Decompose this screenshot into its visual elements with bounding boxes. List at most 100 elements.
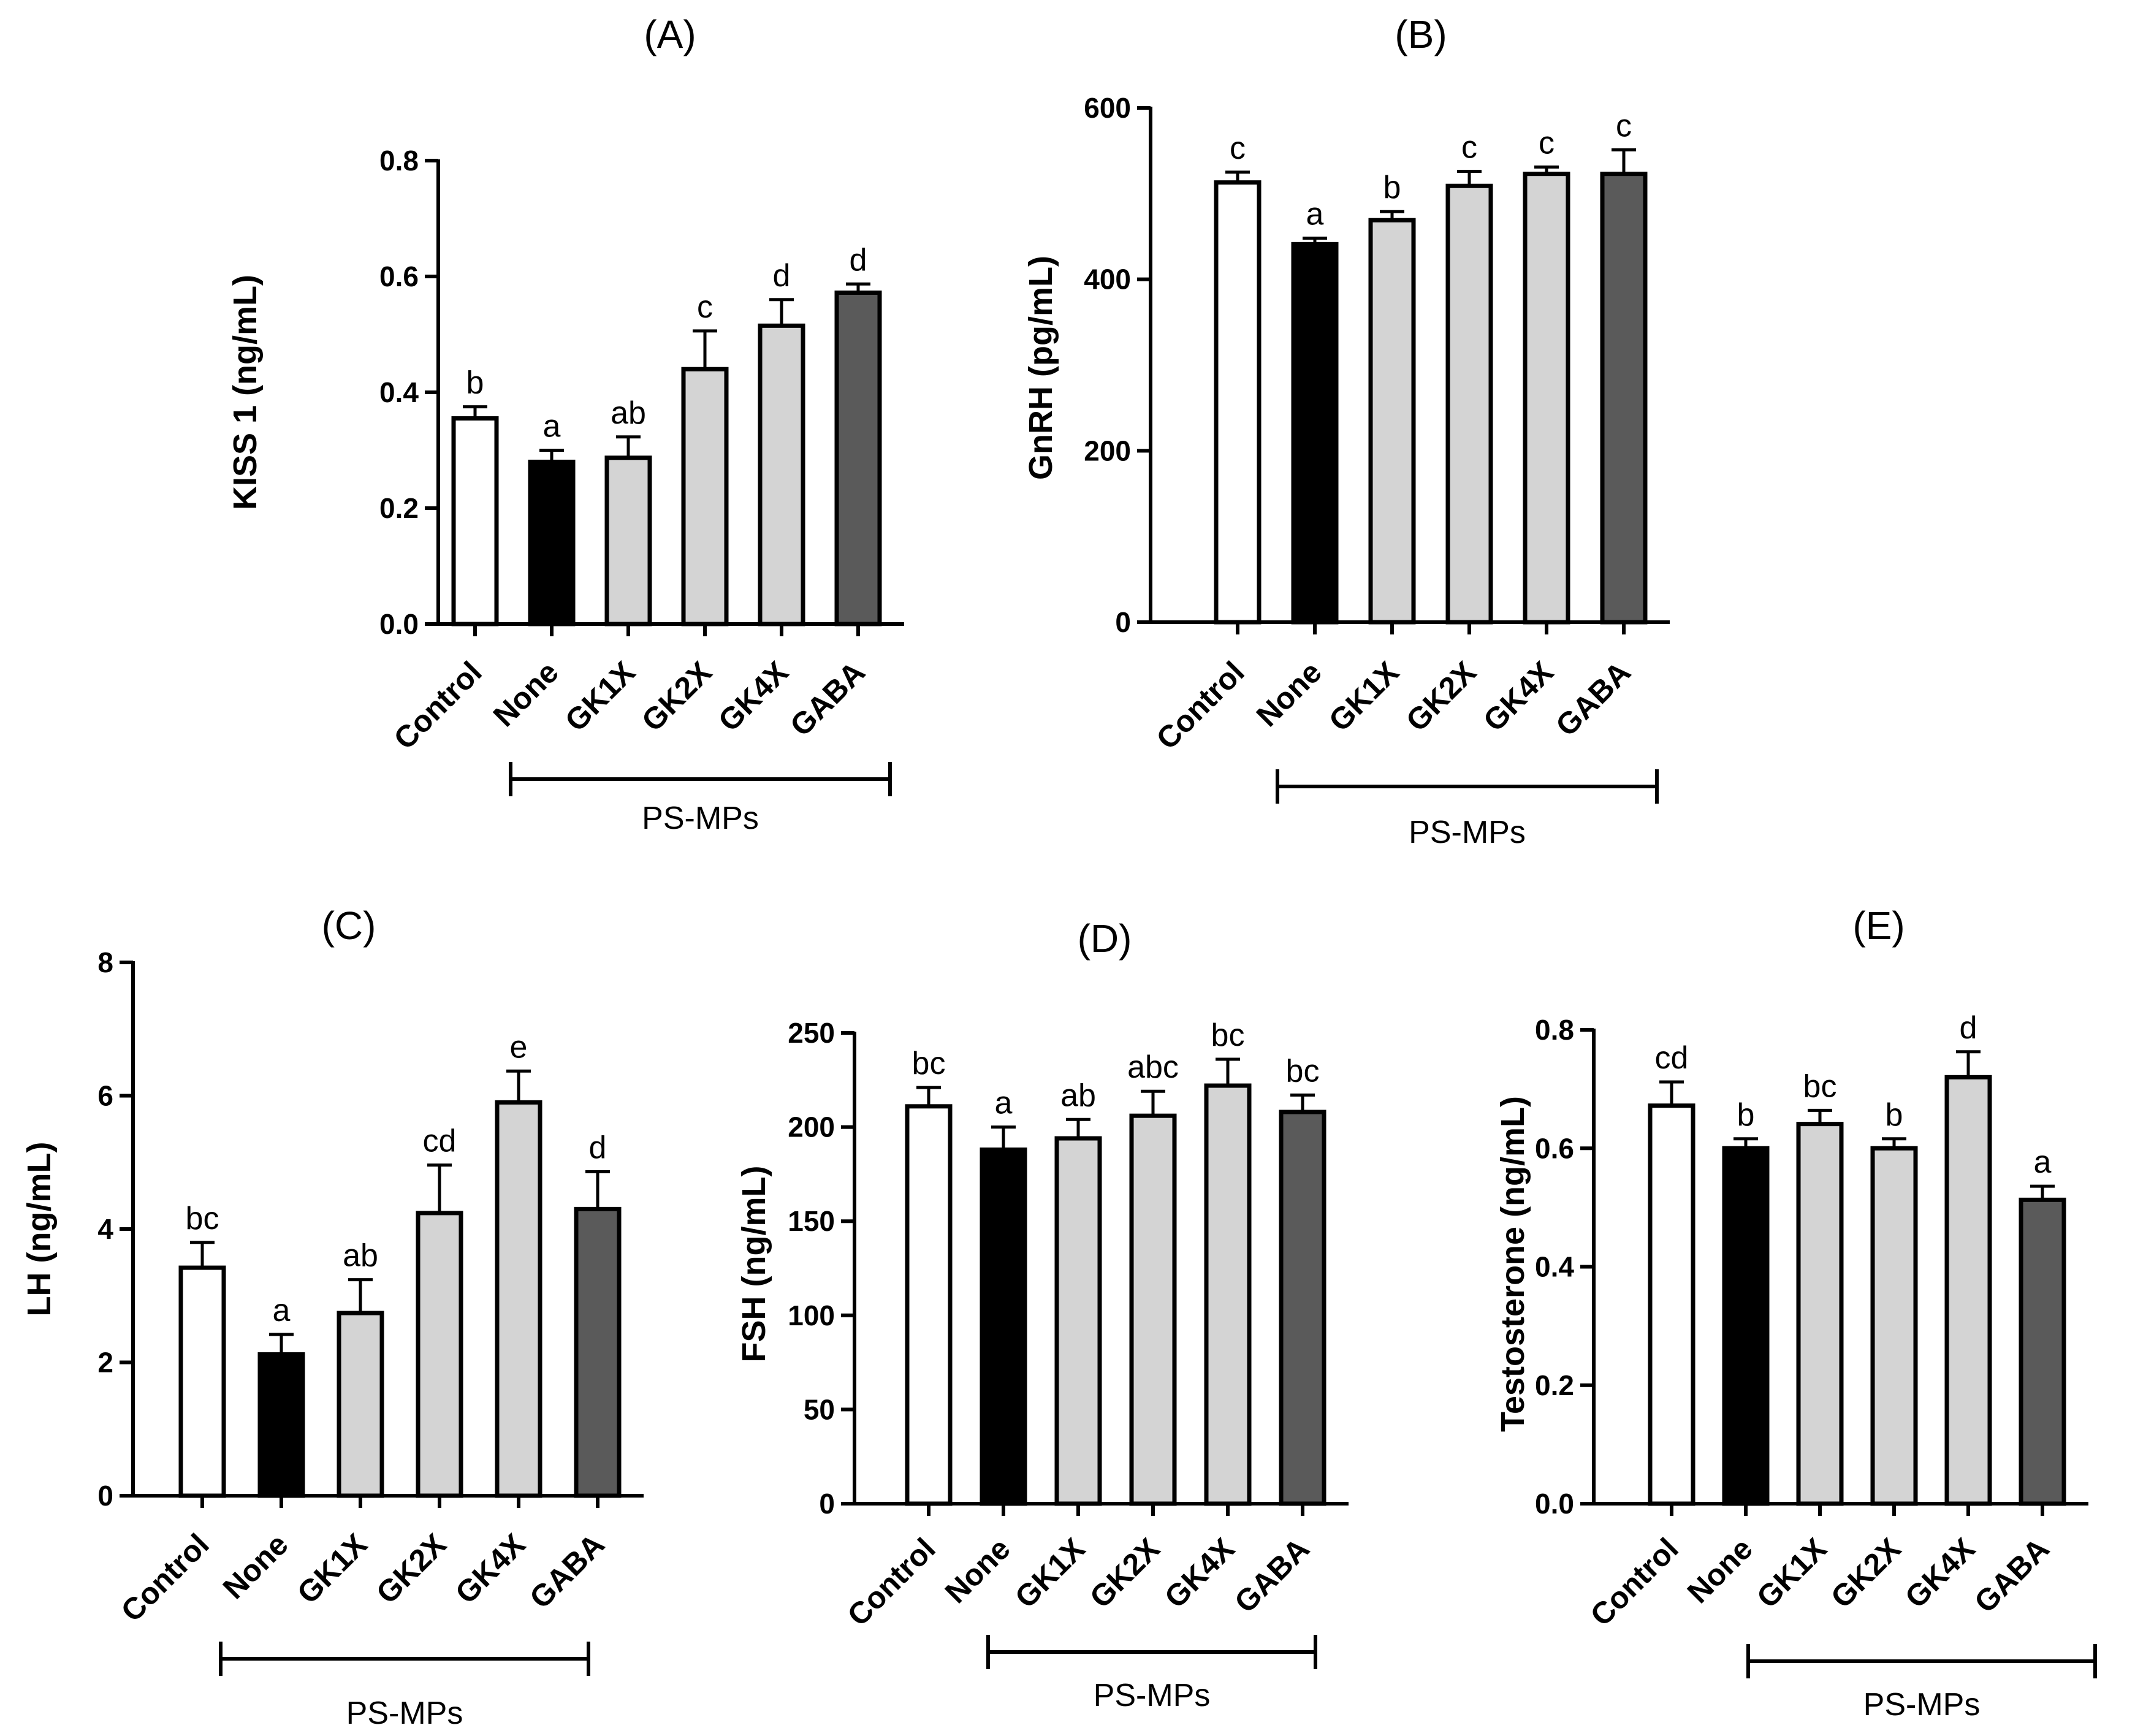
bar-gk1x [1054,1136,1102,1506]
y-tick-label: 0.0 [379,608,419,640]
bar-gk4x [758,323,805,626]
category-label-gaba: GABA [1968,1531,2056,1620]
significance-letter: b [1383,170,1401,205]
significance-letter: d [773,258,791,294]
category-label-gk2x: GK2X [1399,655,1483,738]
category-label-none: None [938,1531,1017,1610]
y-tick-label: 0.4 [379,376,419,408]
y-tick-label: 0.6 [1535,1132,1574,1164]
bar-gk2x [416,1211,463,1498]
significance-letter: c [1230,131,1246,166]
bar-gk4x [1523,172,1570,625]
significance-letter: b [466,365,484,401]
category-label-gk1x: GK1X [1750,1531,1833,1615]
category-label-gaba: GABA [523,1527,611,1615]
bar-gk1x [337,1311,384,1498]
y-tick-label: 0.0 [1535,1488,1574,1520]
bar-gk1x [1368,218,1416,625]
y-tick-label: 0.8 [379,145,419,177]
category-label-gk4x: GK4X [1898,1531,1982,1615]
panel-title: (E) [1852,904,1905,948]
y-tick-label: 0 [819,1488,835,1520]
significance-letter: bc [1803,1068,1837,1104]
panel-title: (C) [322,904,376,948]
y-tick-label: 0 [1115,606,1131,638]
category-label-gk2x: GK2X [370,1527,453,1610]
y-tick-label: 0 [97,1480,113,1512]
group-label: PS-MPs [642,801,759,836]
bar-control [1214,180,1262,625]
bar-none [980,1147,1027,1506]
category-label-gk1x: GK1X [1008,1531,1092,1615]
y-tick-label: 0.8 [1535,1014,1574,1046]
y-axis-title: LH (ng/mL) [21,1142,58,1317]
category-label-gk4x: GK4X [712,655,795,738]
chart-panel-a: (A) 0.0 0.2 0.4 0.6 0.8 KISS 1 (ng/mL) b Control… [227,12,904,836]
bar-gk4x [1944,1075,1992,1506]
bar-gk4x [1204,1083,1252,1506]
category-label-gk2x: GK2X [1824,1531,1908,1615]
bar-gaba [1279,1110,1326,1506]
category-label-gaba: GABA [1228,1531,1316,1620]
significance-letter: ab [611,395,646,431]
significance-letter: cd [423,1124,457,1159]
y-axis-title: FSH (ng/mL) [736,1166,772,1363]
y-tick-label: 6 [97,1080,113,1112]
bar-gk1x [1796,1122,1844,1506]
significance-letter: c [1539,125,1555,161]
y-tick-label: 200 [788,1111,835,1143]
y-tick-label: 400 [1084,264,1131,295]
y-tick-label: 0.6 [379,261,419,292]
significance-letter: d [1960,1010,1977,1046]
significance-letter: a [1306,197,1324,232]
chart-panel-c: (C) 0 2 4 6 8 LH (ng/mL) bc Control a None ab GK1X cd… [21,904,644,1731]
bar-gk2x [681,367,729,626]
significance-letter: c [697,289,713,325]
category-label-gk2x: GK2X [635,655,718,738]
significance-letter: a [543,409,561,444]
group-label: PS-MPs [1863,1687,1981,1723]
category-label-control: Control [841,1531,942,1632]
significance-letter: b [1737,1097,1755,1133]
y-tick-label: 600 [1084,92,1131,124]
bar-control [451,416,499,626]
significance-letter: bc [1286,1053,1320,1089]
bar-gk1x [604,455,652,626]
y-tick-label: 150 [788,1205,835,1237]
bar-control [905,1104,953,1506]
bar-none [528,459,576,626]
bar-gk2x [1129,1113,1177,1506]
bar-gaba [574,1206,622,1498]
bar-none [1291,242,1339,625]
category-label-gaba: GABA [783,655,872,743]
y-tick-label: 4 [97,1213,113,1245]
category-label-gk1x: GK1X [558,655,642,738]
category-label-gk1x: GK1X [291,1527,374,1610]
category-label-none: None [1250,655,1328,733]
significance-letter: bc [1211,1018,1245,1053]
bar-gk4x [495,1100,542,1498]
group-label: PS-MPs [346,1696,463,1731]
significance-letter: a [995,1086,1013,1121]
y-tick-label: 50 [804,1393,835,1425]
y-tick-label: 0.4 [1535,1251,1574,1283]
significance-letter: ab [1060,1078,1096,1113]
category-label-none: None [487,655,565,733]
category-label-gk1x: GK1X [1322,655,1406,738]
chart-panel-e: (E) 0.0 0.2 0.4 0.6 0.8 Testosterone (ng/mL) cd… [1494,904,2097,1723]
significance-letter: abc [1127,1049,1179,1085]
bar-none [257,1352,305,1498]
significance-letter: bc [912,1046,946,1081]
y-tick-label: 0.2 [379,492,419,524]
significance-letter: c [1616,108,1632,144]
significance-letter: d [850,242,867,278]
significance-letter: a [273,1293,291,1328]
y-tick-label: 0.2 [1535,1369,1574,1401]
y-tick-label: 250 [788,1017,835,1049]
significance-letter: c [1461,129,1477,165]
category-label-none: None [216,1527,295,1605]
y-tick-label: 200 [1084,435,1131,466]
significance-letter: a [2034,1144,2052,1180]
group-label: PS-MPs [1409,815,1526,850]
